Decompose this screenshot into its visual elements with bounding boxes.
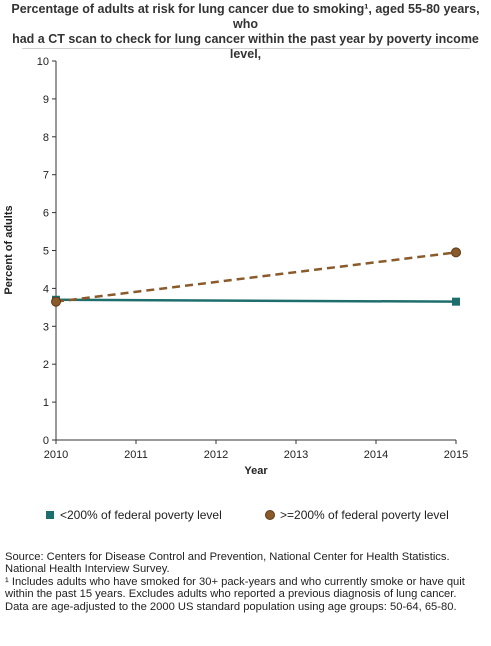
x-axis-ticks: 2010 2011 2012 2013 2014 2015 bbox=[44, 440, 468, 461]
data-point-above-200-2015 bbox=[451, 247, 461, 258]
y-tick-label: 4 bbox=[43, 283, 49, 295]
series-layer bbox=[51, 247, 461, 307]
legend-label-above-200: >=200% of federal poverty level bbox=[280, 508, 449, 522]
y-axis-ticks: 0 1 2 3 4 5 6 7 8 9 10 bbox=[37, 56, 56, 447]
y-tick-label: 5 bbox=[43, 246, 49, 258]
y-tick-label: 6 bbox=[43, 208, 49, 220]
y-tick-label: 0 bbox=[43, 435, 49, 447]
y-tick-label: 1 bbox=[43, 397, 49, 409]
series-line-above-200 bbox=[55, 251, 457, 303]
legend: <200% of federal poverty level >=200% of… bbox=[0, 508, 491, 524]
x-tick-label: 2014 bbox=[364, 449, 388, 461]
title-divider bbox=[22, 48, 470, 49]
source-note: Source: Centers for Disease Control and … bbox=[5, 551, 450, 576]
legend-item-above-200: >=200% of federal poverty level bbox=[264, 508, 449, 522]
chart-title: Percentage of adults at risk for lung ca… bbox=[0, 2, 491, 77]
y-tick-label: 7 bbox=[43, 170, 49, 182]
data-point-below-200-2015 bbox=[452, 297, 460, 306]
y-tick-label: 8 bbox=[43, 132, 49, 144]
age-adjustment-note: Data are age-adjusted to the 2000 US sta… bbox=[5, 600, 457, 613]
legend-label-below-200: <200% of federal poverty level bbox=[60, 508, 222, 522]
chart-title-line-2: had a CT scan to check for lung cancer w… bbox=[12, 32, 479, 61]
footnotes: Source: Centers for Disease Control and … bbox=[5, 551, 489, 613]
chart-title-line-1: Percentage of adults at risk for lung ca… bbox=[11, 2, 480, 31]
plot-area bbox=[56, 61, 456, 440]
circle-marker-icon bbox=[265, 510, 275, 520]
y-tick-label: 3 bbox=[43, 321, 49, 333]
legend-item-below-200: <200% of federal poverty level bbox=[44, 508, 222, 522]
line-chart: 0 1 2 3 4 5 6 7 8 9 10 2010 2011 2012 2013 2014 2015 Ye… bbox=[3, 56, 468, 477]
x-tick-label: 2011 bbox=[124, 449, 148, 461]
data-point-above-200-2010 bbox=[51, 296, 61, 307]
x-tick-label: 2013 bbox=[284, 449, 308, 461]
y-tick-label: 10 bbox=[37, 56, 49, 68]
x-tick-label: 2010 bbox=[44, 449, 68, 461]
y-tick-label: 2 bbox=[43, 359, 49, 371]
x-tick-label: 2015 bbox=[444, 449, 468, 461]
series-line-below-200 bbox=[55, 298, 457, 303]
y-tick-label: 9 bbox=[43, 94, 49, 106]
definition-note: ¹ Includes adults who have smoked for 30… bbox=[5, 575, 465, 601]
y-axis-title: Percent of adults bbox=[3, 205, 15, 294]
square-marker-icon bbox=[46, 511, 54, 519]
x-axis-title: Year bbox=[244, 465, 268, 477]
x-tick-label: 2012 bbox=[204, 449, 228, 461]
